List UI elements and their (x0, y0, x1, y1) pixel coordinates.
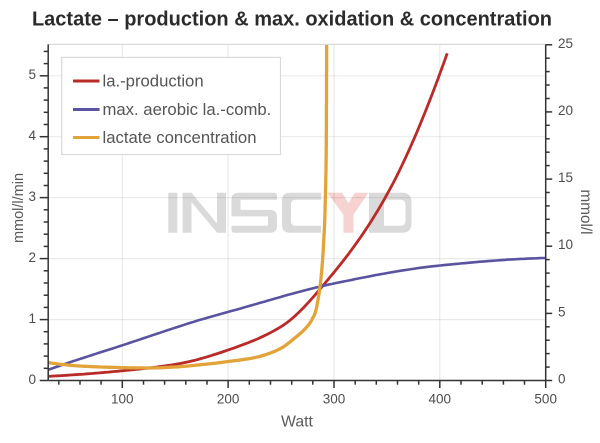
svg-text:200: 200 (217, 392, 240, 407)
svg-text:Lactate – production & max. ox: Lactate – production & max. oxidation & … (32, 9, 552, 31)
svg-text:2: 2 (28, 250, 36, 265)
svg-text:20: 20 (558, 103, 573, 118)
svg-text:la.-production: la.-production (103, 72, 204, 91)
svg-text:mmol/l/min: mmol/l/min (11, 173, 27, 243)
svg-text:lactate concentration: lactate concentration (103, 128, 257, 147)
svg-text:3: 3 (28, 189, 36, 204)
svg-text:10: 10 (558, 237, 573, 252)
svg-text:Watt: Watt (281, 414, 313, 431)
svg-text:25: 25 (558, 36, 573, 51)
svg-text:mmol/l: mmol/l (577, 189, 594, 234)
svg-text:0: 0 (558, 372, 566, 387)
svg-text:4: 4 (28, 128, 36, 143)
svg-text:max. aerobic la.-comb.: max. aerobic la.-comb. (103, 100, 272, 119)
svg-text:0: 0 (28, 372, 36, 387)
svg-text:500: 500 (534, 392, 557, 407)
svg-text:300: 300 (323, 392, 346, 407)
svg-text:400: 400 (429, 392, 452, 407)
svg-text:5: 5 (558, 304, 566, 319)
svg-text:15: 15 (558, 170, 573, 185)
svg-text:100: 100 (111, 392, 134, 407)
svg-text:1: 1 (28, 311, 36, 326)
svg-text:5: 5 (28, 67, 36, 82)
